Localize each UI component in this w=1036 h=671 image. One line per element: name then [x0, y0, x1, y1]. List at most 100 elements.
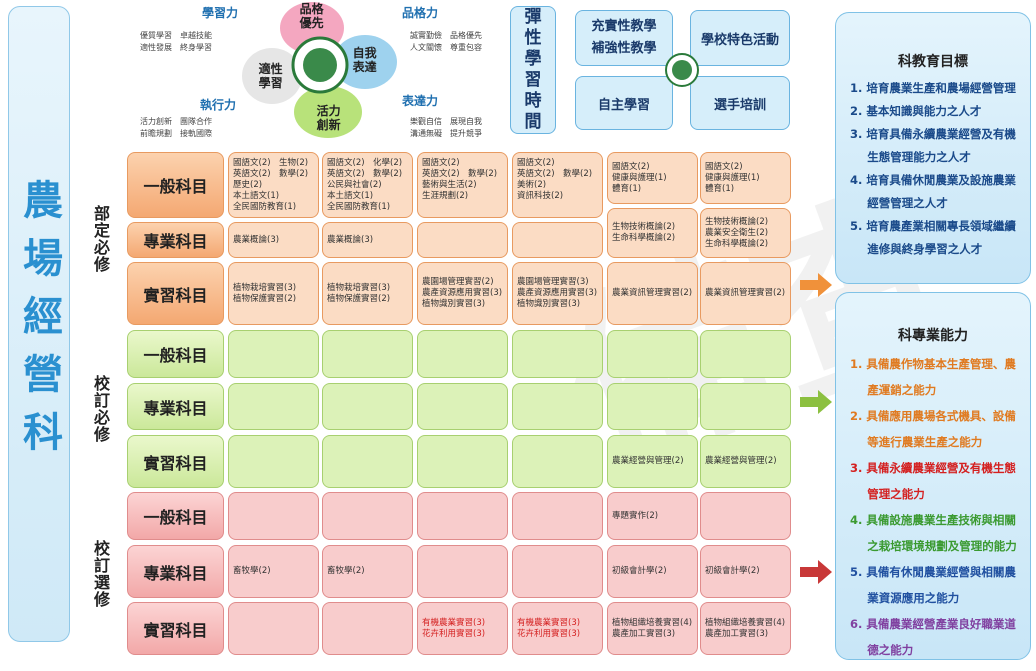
course-cell: 植物栽培實習(3) 植物保護實習(2) — [228, 262, 319, 325]
course-cell: 專題實作(2) — [607, 492, 698, 540]
course-cell: 畜牧學(2) — [322, 545, 413, 598]
competency-text: 活力創新 團隊合作 前瞻規劃 接軌國際 — [140, 116, 212, 140]
group-label: 部定必修 — [88, 152, 112, 325]
course-cell — [228, 330, 319, 378]
course-cell: 植物組織培養實習(4) 農產加工實習(3) — [607, 602, 698, 655]
course-line: 英語文(2) 數學(2) — [517, 169, 593, 179]
course-cell — [417, 330, 508, 378]
line: 活力創新 團隊合作 — [140, 117, 212, 126]
row-header: 實習科目 — [127, 262, 224, 325]
course-cell — [512, 330, 603, 378]
course-line: 國語文(2) — [705, 161, 743, 172]
course-line: 農產資源應用實習(3) — [422, 288, 503, 298]
line: 適性發展 終身學習 — [140, 43, 212, 52]
course-cell: 國語文(2) 生物(2) 英語文(2) 數學(2) 歷史(2) 本土語文(1) 全民國防… — [228, 152, 319, 218]
course-line: 國語文(2) — [422, 158, 460, 168]
course-line: 植物組織培養實習(4) — [705, 617, 786, 628]
flexible-item: 選手培訓 — [690, 76, 790, 130]
course-cell — [417, 435, 508, 488]
course-line: 公民與社會(2) — [327, 180, 382, 190]
label: 充實性教學 — [591, 19, 657, 34]
course-cell — [417, 492, 508, 540]
course-cell — [417, 222, 508, 258]
course-cell: 初級會計學(2) — [607, 545, 698, 598]
course-line: 體育(1) — [705, 183, 735, 194]
petal-label: 活力創新 — [316, 104, 341, 132]
flexible-item: 學校特色活動 — [690, 10, 790, 66]
course-cell — [228, 435, 319, 488]
course-line: 植物組織培養實習(4) — [612, 617, 693, 628]
ability-item: 2. 具備應用農場各式機具、設備等進行農業生產之能力 — [850, 409, 1016, 449]
course-cell: 國語文(2) 健康與護理(1) 體育(1) — [607, 152, 698, 204]
row-header: 專業科目 — [127, 383, 224, 430]
competency-text: 優質學習 卓越技能 適性發展 終身學習 — [140, 30, 212, 54]
course-line: 藝術與生活(2) — [422, 180, 477, 190]
course-line: 生物技術概論(2) — [705, 216, 769, 227]
row-header: 實習科目 — [127, 602, 224, 655]
course-line: 本土語文(1) — [233, 191, 280, 201]
goals-title: 科教育目標 — [898, 54, 968, 70]
arrow — [800, 560, 832, 584]
course-cell — [700, 383, 791, 430]
competency-flower — [242, 2, 397, 138]
course-cell: 植物栽培實習(3) 植物保護實習(2) — [322, 262, 413, 325]
arrow — [800, 390, 832, 414]
department-name: 農場經營科 — [16, 179, 62, 469]
line: 優質學習 卓越技能 — [140, 31, 212, 40]
course-line: 資訊科技(2) — [517, 191, 564, 201]
petal-label: 適性學習 — [258, 62, 283, 90]
course-line: 畜牧學(2) — [233, 566, 271, 576]
course-line: 植物栽培實習(3) — [233, 282, 297, 293]
flexible-title: 彈性學習時間 — [524, 7, 542, 132]
course-cell — [228, 383, 319, 430]
ability-item: 6. 具備農業經營產業良好職業道德之能力 — [850, 617, 1016, 657]
course-cell: 農業資訊管理實習(2) — [607, 262, 698, 325]
course-line: 初級會計學(2) — [612, 566, 667, 576]
course-line: 植物識別實習(3) — [422, 299, 486, 309]
course-line: 有機農業實習(3) — [422, 617, 486, 628]
line: 人文關懷 尊重包容 — [410, 43, 482, 52]
course-cell — [607, 383, 698, 430]
course-line: 國語文(2) 化學(2) — [327, 158, 403, 168]
ability-item: 4. 具備設施農業生產技術與相關之栽培環境規劃及管理的能力 — [850, 513, 1017, 553]
course-cell — [417, 545, 508, 598]
row-header: 專業科目 — [127, 222, 224, 258]
ability-item: 1. 具備農作物基本生產管理、農產運銷之能力 — [850, 357, 1016, 397]
course-cell: 農業概論(3) — [322, 222, 413, 258]
goals-box: 科教育目標 1. 培育農業生產和農場經營管理 2. 基本知識與能力之人才 3. 培育… — [835, 12, 1031, 284]
goal-item: 4. 培育具備休閒農業及設施農業經營管理之人才 — [850, 173, 1016, 210]
course-line: 有機農業實習(3) — [517, 617, 581, 628]
course-line: 生命科學概論(2) — [705, 238, 769, 249]
course-line: 生物技術概論(2) — [612, 222, 676, 232]
department-box: 農場經營科 — [8, 6, 70, 642]
course-line: 全民國防教育(1) — [327, 202, 391, 212]
line: 樂觀自信 展現自我 — [410, 117, 482, 126]
course-line: 植物保護實習(2) — [327, 293, 391, 304]
row-header: 專業科目 — [127, 545, 224, 598]
course-line: 全民國防教育(1) — [233, 202, 297, 212]
abilities-title: 科專業能力 — [898, 328, 968, 344]
course-cell: 畜牧學(2) — [228, 545, 319, 598]
course-line: 植物栽培實習(3) — [327, 282, 391, 293]
course-cell — [322, 435, 413, 488]
course-cell — [512, 492, 603, 540]
group-label-text: 校訂選修 — [91, 539, 110, 608]
course-line: 農園場管理實習(2) — [422, 277, 494, 287]
course-line: 農業安全衛生(2) — [705, 227, 769, 238]
group-label-text: 部定必修 — [91, 204, 110, 273]
course-cell — [322, 602, 413, 655]
group-label-text: 校訂必修 — [91, 375, 110, 443]
course-line: 初級會計學(2) — [705, 566, 760, 576]
row-header: 一般科目 — [127, 492, 224, 540]
group-label: 校訂選修 — [88, 492, 112, 655]
competency-text: 樂觀自信 展現自我 溝通無礙 提升競爭 — [410, 116, 482, 140]
course-cell: 國語文(2) 英語文(2) 數學(2) 藝術與生活(2) 生涯規劃(2) — [417, 152, 508, 218]
course-line: 農園場管理實習(3) — [517, 277, 589, 287]
course-line: 花卉利用實習(3) — [517, 628, 581, 639]
course-cell — [700, 492, 791, 540]
course-cell — [228, 492, 319, 540]
course-cell — [700, 330, 791, 378]
course-line: 農業經營與管理(2) — [612, 456, 684, 466]
course-cell: 生物技術概論(2) 生命科學概論(2) — [607, 208, 698, 258]
